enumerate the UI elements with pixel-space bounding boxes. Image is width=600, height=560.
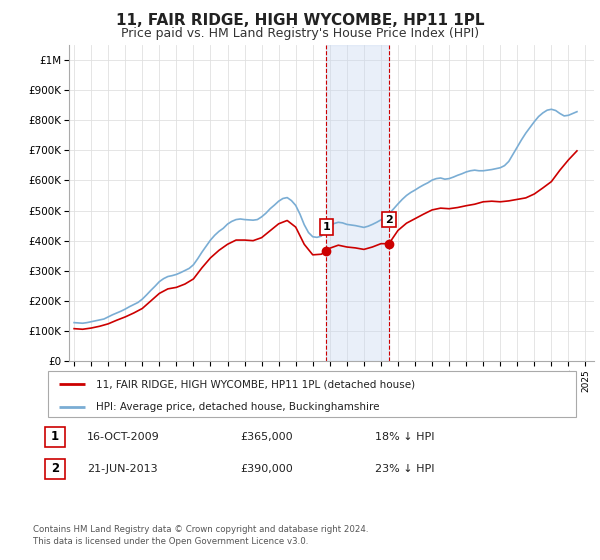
Text: 16-OCT-2009: 16-OCT-2009 <box>87 432 160 442</box>
Text: 21-JUN-2013: 21-JUN-2013 <box>87 464 158 474</box>
Text: £365,000: £365,000 <box>240 432 293 442</box>
Text: Price paid vs. HM Land Registry's House Price Index (HPI): Price paid vs. HM Land Registry's House … <box>121 27 479 40</box>
Bar <box>326 45 389 361</box>
Text: 1: 1 <box>322 222 330 232</box>
Text: 23% ↓ HPI: 23% ↓ HPI <box>375 464 434 474</box>
Text: 2: 2 <box>51 462 59 475</box>
Text: 18% ↓ HPI: 18% ↓ HPI <box>375 432 434 442</box>
Text: 1: 1 <box>51 430 59 444</box>
Text: £390,000: £390,000 <box>240 464 293 474</box>
Text: Contains HM Land Registry data © Crown copyright and database right 2024.
This d: Contains HM Land Registry data © Crown c… <box>33 525 368 546</box>
Text: 11, FAIR RIDGE, HIGH WYCOMBE, HP11 1PL (detached house): 11, FAIR RIDGE, HIGH WYCOMBE, HP11 1PL (… <box>95 379 415 389</box>
Text: 11, FAIR RIDGE, HIGH WYCOMBE, HP11 1PL: 11, FAIR RIDGE, HIGH WYCOMBE, HP11 1PL <box>116 13 484 28</box>
Text: HPI: Average price, detached house, Buckinghamshire: HPI: Average price, detached house, Buck… <box>95 402 379 412</box>
Text: 2: 2 <box>385 214 393 225</box>
